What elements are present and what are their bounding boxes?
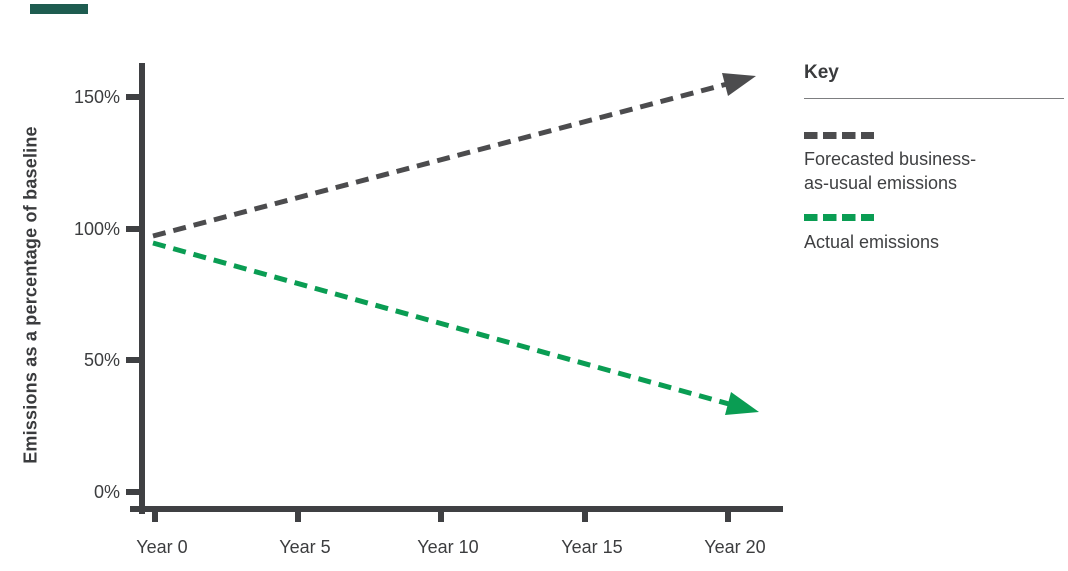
legend: Key Forecasted business-as-usual emissio… [804, 61, 1064, 254]
forecast-arrowhead-icon [722, 73, 756, 96]
actual-line-swatch-icon [804, 214, 874, 221]
y-tick-mark-0 [126, 489, 140, 495]
accent-bar [30, 4, 88, 14]
x-tick-label-year20: Year 20 [704, 537, 766, 557]
x-tick-label-year10: Year 10 [417, 537, 479, 557]
x-tick-label-year15: Year 15 [561, 537, 623, 557]
y-tick-label-100: 100% [73, 219, 120, 239]
legend-label-forecast: Forecasted business-as-usual emissions [804, 149, 977, 193]
y-tick-mark-100 [126, 226, 140, 232]
y-tick-label-0: 0% [93, 482, 120, 502]
x-tick-mark-year20 [725, 509, 731, 522]
actual-line [152, 240, 730, 407]
x-tick-mark-year0 [152, 509, 158, 522]
legend-title: Key [804, 62, 839, 83]
legend-label-actual: Actual emissions [804, 232, 940, 252]
x-tick-label-year5: Year 5 [279, 537, 331, 557]
y-tick-label-150: 150% [73, 87, 120, 107]
x-tick-mark-year10 [438, 509, 444, 522]
x-tick-mark-year5 [295, 509, 301, 522]
y-tick-mark-50 [126, 357, 140, 363]
x-tick-label-year0: Year 0 [136, 537, 188, 557]
x-axis-line [130, 506, 783, 512]
y-tick-label-50: 50% [83, 350, 120, 370]
y-tick-mark-150 [126, 94, 140, 100]
legend-divider [804, 98, 1064, 99]
forecast-line [152, 81, 728, 239]
x-tick-mark-year15 [582, 509, 588, 522]
y-axis-line [139, 63, 145, 514]
y-axis-title: Emissions as a percentage of baseline [20, 126, 41, 464]
actual-arrowhead-icon [725, 392, 759, 415]
forecast-line-swatch-icon [804, 132, 874, 139]
